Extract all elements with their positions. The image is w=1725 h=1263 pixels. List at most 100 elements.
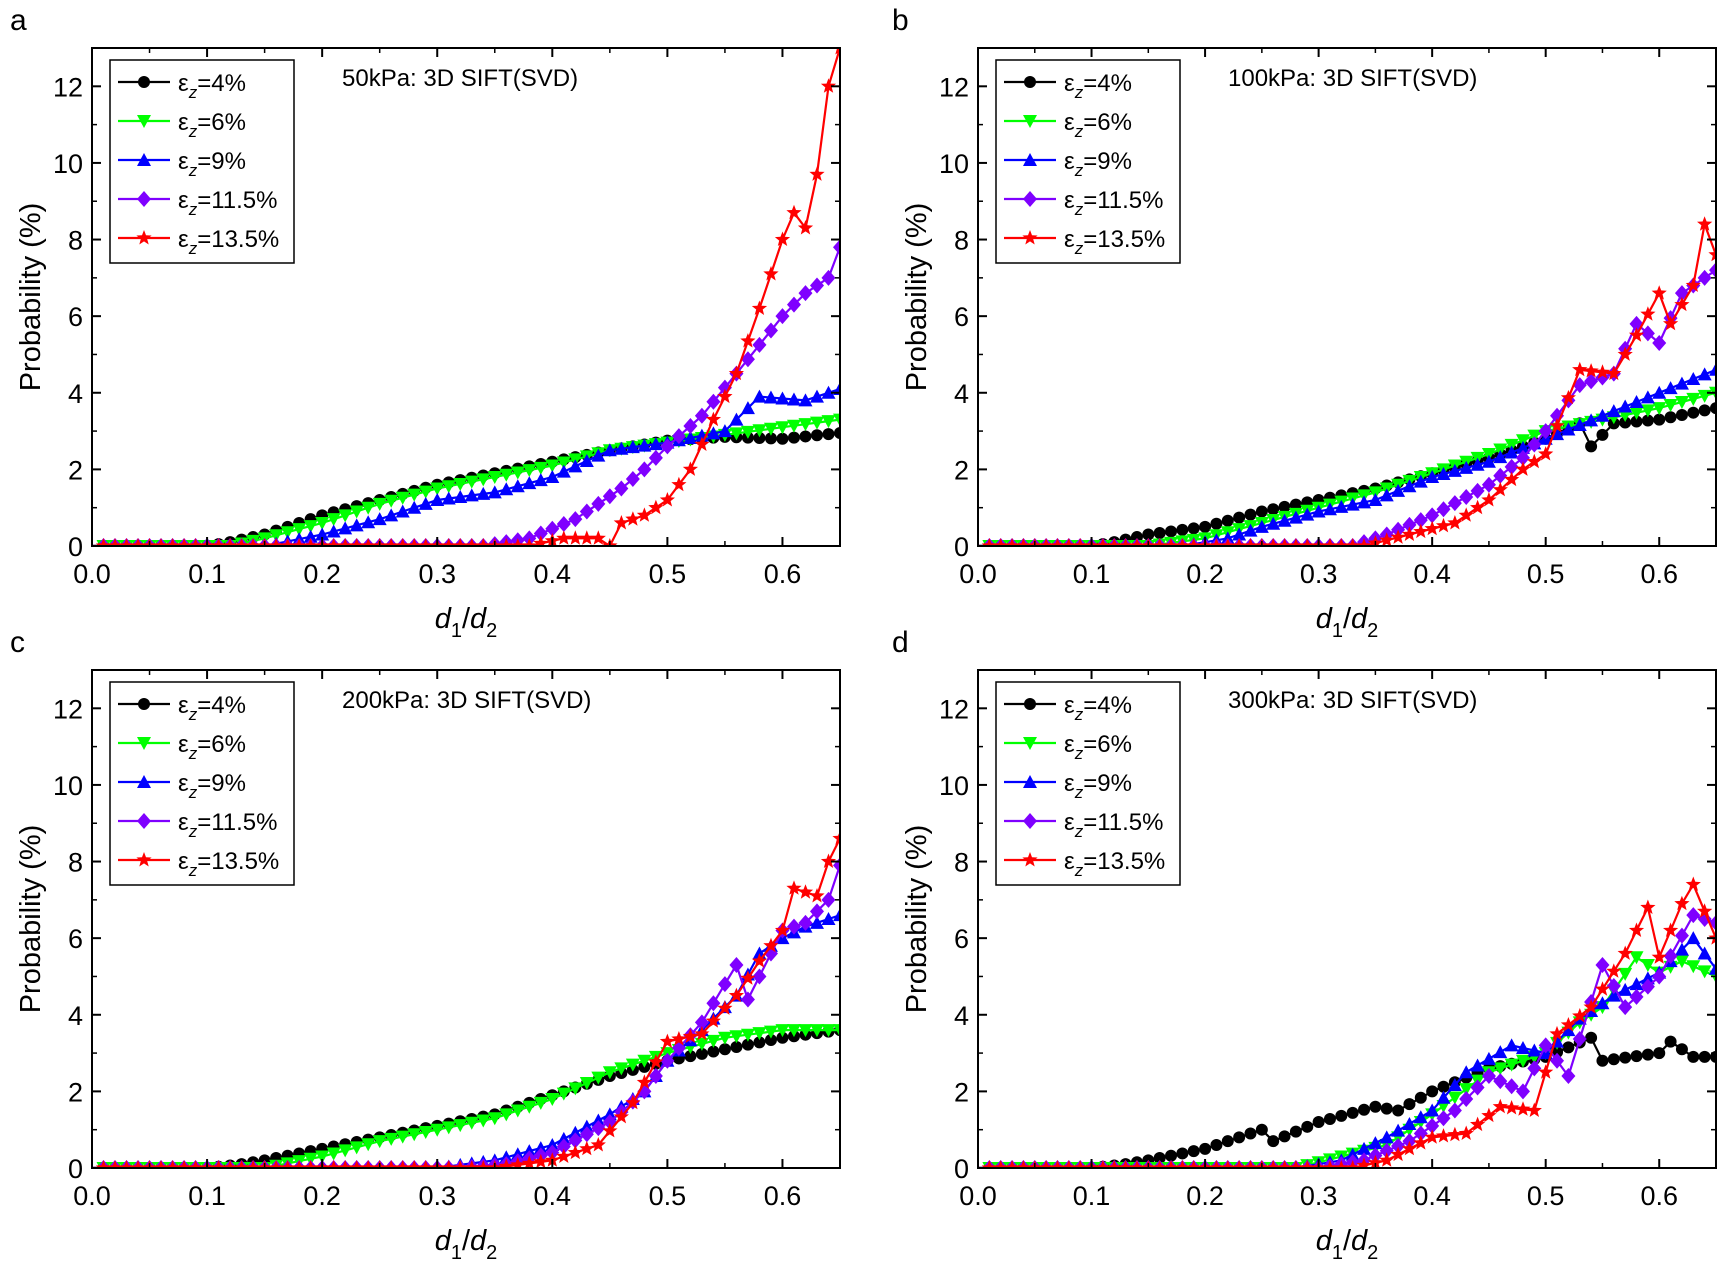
data-point bbox=[1504, 1100, 1520, 1115]
y-tick-label: 10 bbox=[53, 149, 83, 179]
x-tick-label: 0.5 bbox=[649, 559, 687, 589]
x-axis-label-part: 2 bbox=[1367, 620, 1378, 642]
data-point bbox=[1152, 1160, 1168, 1168]
data-point bbox=[602, 1066, 617, 1080]
data-point bbox=[835, 48, 840, 55]
legend-label: εz=11.5% bbox=[1064, 809, 1164, 841]
data-point bbox=[1380, 1102, 1393, 1115]
data-point bbox=[613, 1108, 629, 1124]
data-point bbox=[1447, 495, 1462, 512]
data-point bbox=[1618, 967, 1633, 981]
data-point bbox=[1594, 981, 1611, 996]
legend-marker bbox=[1023, 153, 1037, 166]
data-point bbox=[1244, 508, 1257, 521]
data-point bbox=[1176, 523, 1189, 536]
series-line bbox=[978, 368, 1716, 546]
data-point bbox=[1346, 1106, 1359, 1119]
data-point bbox=[1481, 476, 1496, 493]
series-2 bbox=[978, 931, 1716, 1168]
data-point bbox=[1515, 1101, 1531, 1116]
data-point bbox=[1675, 1043, 1688, 1056]
data-point bbox=[1459, 1065, 1474, 1079]
x-axis-label-part: d bbox=[1351, 1225, 1368, 1257]
data-point bbox=[1459, 1083, 1474, 1097]
data-point bbox=[1697, 216, 1713, 231]
x-axis-label-part: d bbox=[1351, 603, 1368, 635]
data-point bbox=[1710, 402, 1716, 415]
x-tick-label: 0.1 bbox=[1073, 559, 1111, 589]
data-point bbox=[798, 285, 813, 302]
data-point bbox=[775, 421, 790, 435]
data-point bbox=[821, 269, 836, 286]
data-point bbox=[545, 459, 560, 473]
data-point bbox=[1165, 1149, 1178, 1162]
data-point bbox=[1629, 406, 1644, 420]
data-point bbox=[706, 995, 721, 1012]
data-point bbox=[384, 1132, 399, 1146]
data-point bbox=[1618, 399, 1633, 413]
legend-label-rest: =13.5% bbox=[1083, 848, 1165, 875]
data-point bbox=[1527, 429, 1542, 443]
data-point bbox=[1481, 454, 1496, 468]
data-point bbox=[568, 1082, 583, 1096]
x-axis-label-part: d bbox=[435, 1225, 452, 1257]
data-point bbox=[452, 1160, 468, 1168]
legend-label: εz=6% bbox=[1064, 731, 1132, 763]
data-point bbox=[1447, 1078, 1462, 1091]
x-axis-label: d1/d2 bbox=[435, 1225, 498, 1263]
legend-label-base: ε bbox=[1064, 692, 1075, 719]
data-point bbox=[395, 1130, 410, 1144]
data-point bbox=[821, 385, 836, 399]
series-2 bbox=[978, 362, 1716, 546]
data-point bbox=[1686, 392, 1701, 406]
data-point bbox=[464, 475, 479, 489]
data-point bbox=[1641, 1048, 1654, 1061]
data-point bbox=[1515, 461, 1531, 476]
legend-marker bbox=[137, 775, 151, 788]
data-point bbox=[1674, 296, 1690, 312]
data-point bbox=[349, 1141, 364, 1155]
data-point bbox=[1652, 402, 1667, 416]
panel-label: c bbox=[10, 626, 25, 659]
data-point bbox=[1072, 1160, 1088, 1168]
x-tick-label: 0.6 bbox=[1640, 559, 1678, 589]
data-point bbox=[1595, 408, 1610, 422]
data-point bbox=[1538, 1064, 1554, 1079]
data-point bbox=[222, 538, 238, 546]
data-point bbox=[579, 1126, 594, 1143]
data-point bbox=[487, 485, 502, 499]
x-axis-label-part: 1 bbox=[1332, 1242, 1343, 1263]
legend-item: εz=6% bbox=[1004, 109, 1132, 141]
data-point bbox=[707, 1045, 720, 1058]
y-tick-label: 10 bbox=[939, 771, 969, 801]
data-point bbox=[337, 1160, 353, 1168]
x-axis-label-part: d bbox=[470, 603, 487, 635]
data-point bbox=[1322, 538, 1338, 546]
data-point bbox=[1698, 1050, 1711, 1063]
data-point bbox=[774, 231, 791, 246]
data-point bbox=[614, 480, 629, 497]
data-point bbox=[164, 1160, 181, 1168]
data-point bbox=[395, 538, 411, 546]
data-point bbox=[303, 520, 318, 534]
legend-label-base: ε bbox=[1064, 70, 1075, 97]
y-tick-label: 8 bbox=[954, 226, 969, 256]
data-point bbox=[1618, 999, 1633, 1016]
data-point bbox=[1289, 498, 1302, 511]
legend-label-base: ε bbox=[1064, 848, 1075, 875]
data-point bbox=[740, 425, 755, 439]
legend-item: εz=6% bbox=[1004, 731, 1132, 763]
data-point bbox=[556, 1148, 572, 1163]
data-point bbox=[787, 431, 800, 444]
legend-label-base: ε bbox=[178, 109, 189, 136]
data-point bbox=[798, 914, 813, 931]
data-point bbox=[476, 486, 491, 500]
data-point bbox=[556, 515, 571, 532]
data-point bbox=[383, 538, 399, 546]
data-point bbox=[591, 1071, 606, 1085]
legend-label: εz=9% bbox=[178, 148, 246, 180]
data-point bbox=[1709, 262, 1716, 279]
data-point bbox=[1447, 1126, 1463, 1142]
data-point bbox=[291, 538, 307, 546]
data-point bbox=[406, 538, 422, 546]
